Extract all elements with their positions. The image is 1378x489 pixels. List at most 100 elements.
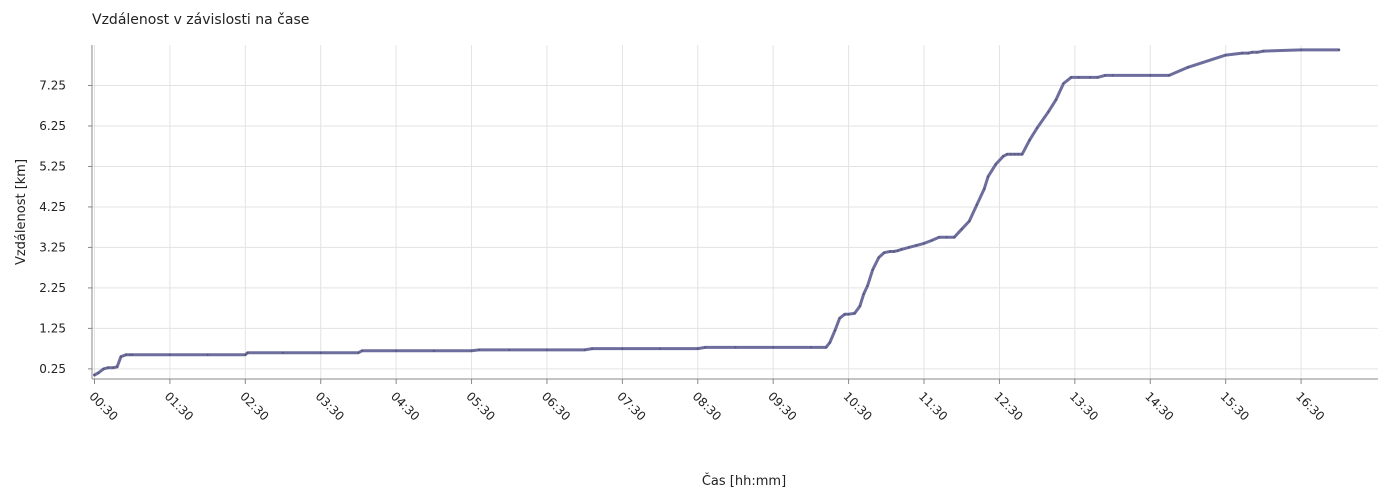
data-point bbox=[319, 351, 322, 354]
data-point bbox=[1062, 82, 1065, 85]
data-point bbox=[1168, 74, 1171, 77]
data-point bbox=[987, 175, 990, 178]
data-point bbox=[923, 242, 925, 245]
data-point bbox=[1251, 51, 1254, 54]
data-point bbox=[244, 353, 247, 356]
data-point bbox=[896, 249, 899, 252]
data-point bbox=[1088, 76, 1091, 79]
x-tick-label: 13:30 bbox=[1067, 389, 1101, 423]
x-tick-label: 04:30 bbox=[388, 389, 422, 423]
data-point bbox=[1077, 76, 1080, 79]
data-point bbox=[883, 251, 886, 254]
data-point bbox=[1111, 74, 1114, 77]
data-point bbox=[1070, 76, 1073, 79]
data-point bbox=[659, 347, 662, 350]
data-point bbox=[282, 351, 284, 354]
data-point bbox=[953, 236, 956, 239]
data-point bbox=[1017, 153, 1020, 156]
data-point bbox=[704, 346, 707, 349]
x-tick-label: 07:30 bbox=[614, 389, 648, 423]
data-point bbox=[1337, 48, 1340, 51]
data-point bbox=[119, 355, 122, 358]
y-tick-label: 5.25 bbox=[39, 159, 66, 173]
y-tick-label: 6.25 bbox=[39, 119, 66, 133]
data-point bbox=[116, 365, 119, 368]
data-point bbox=[168, 353, 171, 356]
data-point bbox=[945, 236, 948, 239]
data-point bbox=[1096, 76, 1099, 79]
data-point bbox=[907, 246, 910, 249]
data-point bbox=[1247, 52, 1250, 55]
x-tick-label: 11:30 bbox=[916, 389, 950, 423]
y-tick-label: 3.25 bbox=[39, 240, 66, 254]
data-point bbox=[470, 349, 473, 352]
y-tick-label: 4.25 bbox=[39, 200, 66, 214]
data-point bbox=[772, 346, 775, 349]
x-tick-label: 00:30 bbox=[86, 389, 120, 423]
y-tick-label: 0.25 bbox=[39, 362, 66, 376]
data-point bbox=[361, 349, 364, 352]
data-point bbox=[107, 366, 110, 369]
data-point bbox=[696, 347, 699, 350]
data-point bbox=[889, 250, 892, 253]
data-point bbox=[1009, 153, 1012, 156]
x-tick-label: 10:30 bbox=[840, 389, 874, 423]
data-point bbox=[834, 329, 836, 332]
data-point bbox=[1262, 50, 1265, 53]
data-point bbox=[131, 353, 134, 356]
data-point bbox=[1104, 74, 1106, 77]
data-point bbox=[591, 347, 594, 350]
axis-layer bbox=[88, 45, 1378, 384]
data-point bbox=[206, 353, 209, 356]
x-axis-label: Čas [hh:mm] bbox=[702, 473, 786, 489]
x-tick-label: 06:30 bbox=[539, 389, 573, 423]
data-point bbox=[843, 313, 846, 316]
data-point bbox=[1036, 127, 1039, 129]
data-point bbox=[877, 256, 880, 259]
data-point bbox=[508, 348, 511, 351]
data-point bbox=[102, 367, 105, 370]
x-tick-labels: 00:30 01:30 02:30 03:30 04:30 05:30 06:30 07:30… bbox=[86, 389, 1327, 423]
y-tick-label: 1.25 bbox=[39, 321, 66, 335]
data-point bbox=[357, 351, 360, 354]
x-tick-label: 01:30 bbox=[162, 389, 196, 423]
data-point bbox=[828, 341, 831, 344]
data-point bbox=[112, 366, 115, 369]
data-point bbox=[1224, 54, 1227, 57]
grid-layer bbox=[92, 45, 1378, 379]
x-tick-label: 08:30 bbox=[690, 389, 724, 423]
data-point bbox=[1006, 153, 1008, 156]
data-point bbox=[1241, 52, 1244, 55]
x-tick-label: 15:30 bbox=[1218, 389, 1252, 423]
data-point bbox=[900, 248, 903, 251]
data-point bbox=[862, 293, 865, 295]
x-tick-label: 14:30 bbox=[1142, 389, 1176, 423]
data-point bbox=[246, 351, 249, 354]
data-point bbox=[128, 353, 131, 356]
data-point bbox=[1256, 51, 1259, 54]
data-point bbox=[583, 348, 586, 351]
y-tick-label: 2.25 bbox=[39, 281, 66, 295]
data-point bbox=[125, 353, 128, 356]
data-point bbox=[621, 347, 624, 350]
x-tick-label: 03:30 bbox=[313, 389, 347, 423]
data-point bbox=[1055, 98, 1057, 101]
series-line bbox=[93, 48, 1341, 377]
data-point bbox=[93, 374, 96, 376]
data-point bbox=[1149, 74, 1152, 77]
data-point bbox=[809, 346, 812, 349]
data-point bbox=[994, 163, 997, 166]
data-point bbox=[1028, 139, 1031, 142]
data-point bbox=[1013, 153, 1016, 156]
x-tick-label: 16:30 bbox=[1293, 389, 1327, 423]
x-tick-label: 09:30 bbox=[765, 389, 799, 423]
data-point bbox=[866, 284, 869, 287]
data-point bbox=[938, 236, 941, 239]
data-point bbox=[478, 348, 481, 351]
data-point bbox=[968, 220, 971, 223]
chart-title: Vzdálenost v závislosti na čase bbox=[92, 12, 310, 28]
data-point bbox=[838, 317, 841, 320]
data-point bbox=[1047, 110, 1050, 113]
data-point bbox=[960, 228, 963, 231]
